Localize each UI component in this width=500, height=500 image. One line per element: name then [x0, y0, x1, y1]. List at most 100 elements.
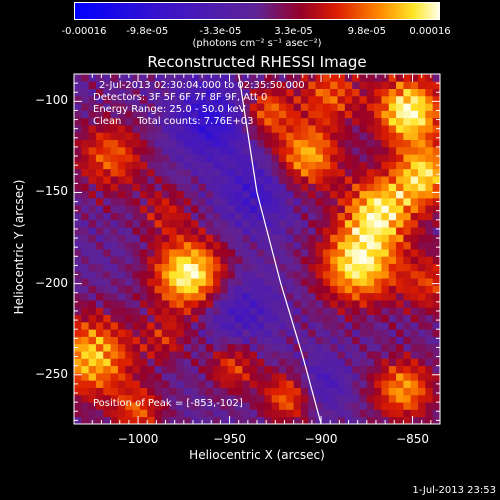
heatmap-cell — [374, 125, 382, 133]
heatmap-cell — [161, 270, 170, 279]
heatmap-cell — [117, 387, 126, 396]
heatmap-cell — [74, 139, 82, 148]
heatmap-cell — [169, 358, 177, 367]
heatmap-cell — [396, 95, 404, 104]
heatmap-cell — [103, 343, 111, 352]
heatmap-cell — [147, 351, 155, 359]
heatmap-cell — [125, 256, 133, 264]
heatmap-cell — [235, 394, 243, 403]
heatmap-cell — [330, 168, 338, 177]
heatmap-cell — [117, 329, 126, 337]
heatmap-cell — [388, 292, 397, 301]
heatmap-cell — [388, 161, 397, 170]
heatmap-cell — [278, 197, 287, 206]
heatmap-cell — [322, 249, 331, 257]
heatmap-cell — [257, 329, 265, 337]
heatmap-cell — [330, 95, 338, 104]
heatmap-cell — [293, 409, 302, 418]
heatmap-cell — [344, 409, 353, 418]
heatmap-cell — [198, 358, 207, 367]
heatmap-cell — [183, 176, 192, 184]
heatmap-cell — [88, 314, 97, 323]
heatmap-cell — [403, 351, 412, 359]
heatmap-cell — [374, 103, 382, 111]
heatmap-cell — [88, 278, 97, 286]
heatmap-cell — [344, 343, 353, 352]
heatmap-cell — [139, 154, 148, 162]
heatmap-cell — [139, 234, 148, 243]
heatmap-cell — [381, 132, 390, 141]
heatmap-cell — [183, 212, 192, 221]
heatmap-cell — [74, 351, 82, 359]
heatmap-cell — [183, 372, 192, 381]
heatmap-cell — [337, 154, 346, 162]
heatmap-cell — [205, 300, 214, 308]
heatmap-cell — [88, 168, 97, 177]
heatmap-cell — [139, 278, 148, 286]
heatmap-cell — [271, 256, 280, 264]
heatmap-cell — [300, 219, 309, 228]
heatmap-cell — [154, 300, 163, 308]
heatmap-cell — [315, 278, 324, 286]
heatmap-cell — [220, 154, 229, 162]
heatmap-cell — [432, 256, 441, 264]
heatmap-cell — [410, 256, 419, 264]
heatmap-cell — [432, 409, 441, 418]
heatmap-cell — [374, 365, 382, 374]
heatmap-cell — [249, 241, 258, 250]
heatmap-cell — [308, 292, 316, 301]
heatmap-cell — [161, 154, 170, 162]
heatmap-cell — [330, 416, 338, 425]
heatmap-cell — [337, 351, 346, 359]
heatmap-cell — [381, 387, 390, 396]
heatmap-cell — [300, 249, 309, 257]
heatmap-cell — [117, 161, 126, 170]
heatmap-cell — [81, 263, 90, 272]
heatmap-cell — [88, 256, 97, 264]
heatmap-cell — [81, 197, 90, 206]
heatmap-cell — [315, 139, 324, 148]
heatmap-cell — [117, 321, 126, 330]
heatmap-cell — [242, 372, 251, 381]
heatmap-cell — [227, 263, 236, 272]
heatmap-cell — [418, 314, 426, 323]
heatmap-cell — [396, 241, 404, 250]
heatmap-cell — [366, 146, 375, 155]
heatmap-cell — [227, 329, 236, 337]
heatmap-cell — [132, 256, 141, 264]
heatmap-cell — [271, 176, 280, 184]
heatmap-cell — [88, 343, 97, 352]
heatmap-cell — [396, 197, 404, 206]
heatmap-cell — [374, 95, 382, 104]
heatmap-cell — [198, 88, 207, 97]
heatmap-cell — [425, 212, 434, 221]
heatmap-cell — [132, 300, 141, 308]
heatmap-cell — [183, 168, 192, 177]
heatmap-cell — [418, 168, 426, 177]
heatmap-cell — [322, 117, 331, 126]
heatmap-cell — [396, 321, 404, 330]
heatmap-cell — [169, 212, 177, 221]
heatmap-cell — [169, 103, 177, 111]
heatmap-cell — [264, 321, 273, 330]
heatmap-cell — [110, 358, 119, 367]
heatmap-cell — [352, 300, 360, 308]
heatmap-cell — [176, 183, 185, 192]
heatmap-cell — [213, 234, 221, 243]
heatmap-cell — [257, 88, 265, 97]
heatmap-cell — [366, 270, 375, 279]
heatmap-cell — [330, 300, 338, 308]
heatmap-cell — [396, 154, 404, 162]
heatmap-cell — [110, 227, 119, 235]
heatmap-cell — [322, 402, 331, 410]
heatmap-cell — [110, 234, 119, 243]
heatmap-cell — [286, 380, 294, 388]
heatmap-cell — [330, 285, 338, 294]
heatmap-cell — [176, 74, 185, 82]
heatmap-cell — [81, 278, 90, 286]
heatmap-cell — [374, 329, 382, 337]
heatmap-cell — [103, 161, 111, 170]
heatmap-cell — [183, 300, 192, 308]
heatmap-cell — [249, 343, 258, 352]
heatmap-cell — [88, 285, 97, 294]
